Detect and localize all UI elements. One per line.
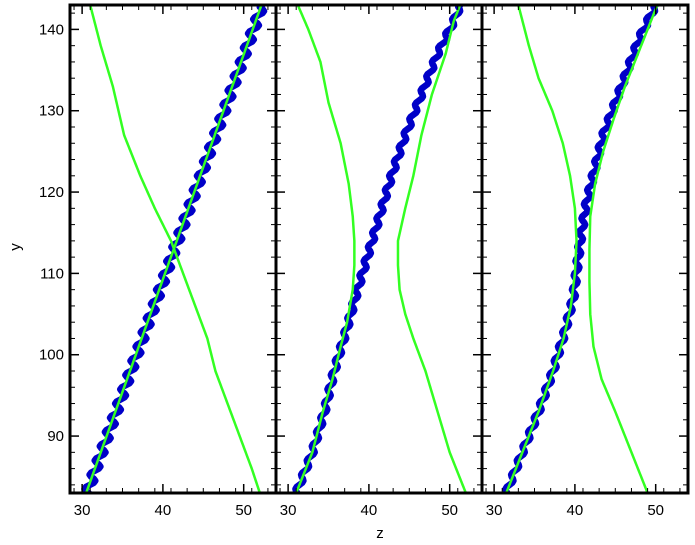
x-tick-label: 30 bbox=[74, 502, 91, 519]
series-line-thick bbox=[502, 5, 659, 493]
y-tick-label: 120 bbox=[39, 184, 64, 201]
panel-1-lines bbox=[81, 5, 268, 493]
x-tick-label: 50 bbox=[647, 502, 664, 519]
y-tick-label: 130 bbox=[39, 103, 64, 120]
x-tick-label: 50 bbox=[441, 502, 458, 519]
panel-2-lines bbox=[292, 5, 468, 493]
panel-frame bbox=[274, 3, 484, 495]
series-line-thin bbox=[588, 5, 659, 493]
y-tick-label: 140 bbox=[39, 21, 64, 38]
panels-layer bbox=[68, 3, 690, 495]
x-axis-label: z bbox=[376, 525, 384, 542]
x-tick-label: 40 bbox=[155, 502, 172, 519]
series-line-thin bbox=[295, 5, 356, 493]
panel-frame bbox=[480, 3, 690, 495]
panel-3 bbox=[480, 3, 690, 495]
series-line-thin bbox=[505, 5, 578, 493]
x-tick-label: 30 bbox=[280, 502, 297, 519]
y-axis-label: y bbox=[7, 243, 24, 251]
x-tick-label: 40 bbox=[361, 502, 378, 519]
y-tick-label: 90 bbox=[47, 428, 64, 445]
panel-2 bbox=[274, 3, 484, 495]
x-tick-label: 50 bbox=[235, 502, 252, 519]
panel-3-lines bbox=[502, 5, 659, 493]
y-tick-label: 110 bbox=[40, 265, 64, 282]
x-tick-label: 40 bbox=[567, 502, 584, 519]
x-tick-label: 30 bbox=[486, 502, 503, 519]
y-tick-labels: 90 100 110 120 130 140 bbox=[39, 21, 64, 445]
y-tick-label: 100 bbox=[39, 347, 64, 364]
series-line-thin bbox=[88, 5, 262, 493]
series-line-thin bbox=[396, 5, 468, 493]
panel-1 bbox=[68, 3, 278, 495]
series-line-thick bbox=[292, 5, 464, 493]
x-tick-labels: 30 40 50 30 40 50 30 40 50 bbox=[74, 502, 664, 519]
